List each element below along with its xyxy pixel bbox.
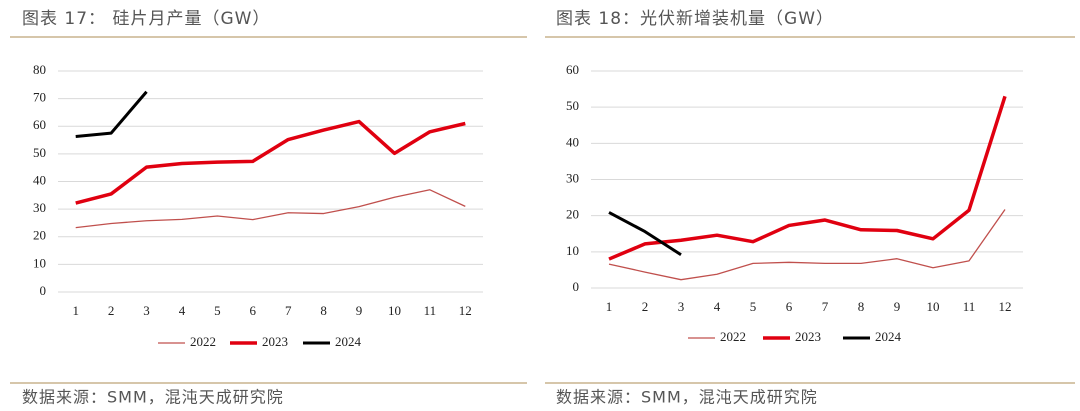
series-line [75,119,466,205]
x-tick-label: 2 [642,299,649,314]
chart-title: 图表 17： 硅片月产量（GW） [22,9,270,29]
series-line [75,90,148,138]
y-tick-label: 30 [33,200,46,215]
y-tick-label: 0 [573,279,580,294]
y-tick-label: 30 [566,170,579,185]
series-line [608,211,682,256]
series-line [608,95,1007,261]
y-tick-label: 10 [33,255,46,270]
y-tick-label: 40 [566,134,579,149]
y-tick-label: 70 [33,90,46,105]
source: 数据来源：SMM，混沌天成研究院 [556,388,818,407]
y-tick-label: 50 [566,98,579,113]
y-tick-label: 0 [40,283,47,298]
series-line [75,189,466,229]
x-tick-label: 7 [822,299,829,314]
legend-label: 2022 [190,334,216,349]
x-tick-label: 8 [858,299,865,314]
chart-title: 图表 18：光伏新增装机量（GW） [556,9,834,29]
x-tick-label: 3 [678,299,685,314]
x-tick-label: 6 [250,303,257,318]
y-tick-label: 10 [566,243,579,258]
legend-label: 2023 [795,329,821,344]
y-tick-label: 20 [33,228,46,243]
y-tick-label: 80 [33,62,46,77]
legend-label: 2024 [335,334,362,349]
source: 数据来源：SMM，混沌天成研究院 [22,388,284,407]
y-tick-label: 40 [33,172,46,187]
x-tick-label: 6 [786,299,793,314]
y-tick-label: 20 [566,207,579,222]
x-tick-label: 11 [963,299,976,314]
legend-label: 2024 [875,329,902,344]
x-tick-label: 1 [72,303,79,318]
x-tick-label: 12 [999,299,1012,314]
x-tick-label: 9 [356,303,363,318]
legend-label: 2022 [720,329,746,344]
series-line [608,209,1006,281]
x-tick-label: 12 [459,303,472,318]
x-tick-label: 5 [750,299,757,314]
y-tick-label: 60 [33,117,46,132]
x-tick-label: 7 [285,303,292,318]
x-tick-label: 3 [143,303,150,318]
x-tick-label: 2 [108,303,115,318]
y-tick-label: 60 [566,62,579,77]
x-tick-label: 9 [894,299,901,314]
x-tick-label: 4 [714,299,721,314]
y-tick-label: 50 [33,145,46,160]
legend-label: 2023 [262,334,288,349]
x-tick-label: 10 [388,303,401,318]
x-tick-label: 11 [424,303,437,318]
x-tick-label: 10 [927,299,940,314]
x-tick-label: 4 [179,303,186,318]
x-tick-label: 8 [320,303,327,318]
x-tick-label: 5 [214,303,221,318]
x-tick-label: 1 [606,299,613,314]
